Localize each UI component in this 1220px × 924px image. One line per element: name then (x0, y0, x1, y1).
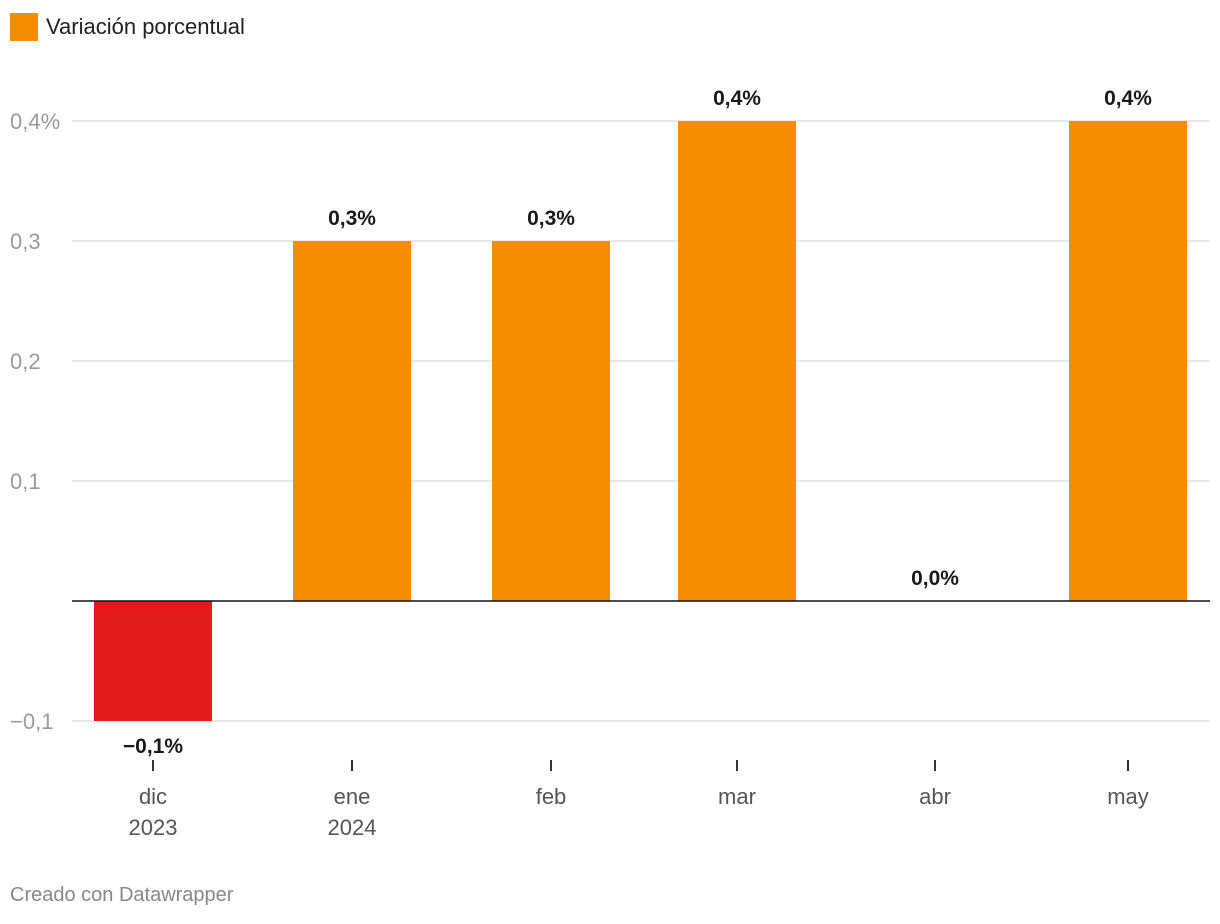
x-tick-label: abr (919, 784, 951, 809)
x-tick-label: 2024 (328, 815, 377, 840)
x-tick-label: 2023 (129, 815, 178, 840)
y-tick-label: 0,1 (10, 469, 41, 494)
data-label: −0,1% (123, 735, 183, 758)
bar (94, 601, 212, 721)
legend-label: Variación porcentual (46, 14, 245, 39)
legend: Variación porcentual (10, 12, 245, 42)
y-tick-label: 0,4% (10, 109, 60, 134)
data-label: 0,3% (527, 207, 575, 230)
bar (1069, 121, 1187, 601)
data-label: 0,0% (911, 567, 959, 590)
x-tick-label: mar (718, 784, 756, 809)
credit-footer: Creado con Datawrapper (10, 884, 234, 906)
x-tick-label: ene (334, 784, 371, 809)
x-tick-label: may (1107, 784, 1149, 809)
data-label: 0,4% (713, 87, 761, 110)
x-tick-label: dic (139, 784, 167, 809)
x-tick-label: feb (536, 784, 567, 809)
bar (492, 241, 610, 601)
y-tick-label: 0,3 (10, 229, 41, 254)
y-tick-label: 0,2 (10, 349, 41, 374)
bar (293, 241, 411, 601)
data-label: 0,3% (328, 207, 376, 230)
bar (678, 121, 796, 601)
y-tick-label: −0,1 (10, 709, 53, 734)
legend-swatch (10, 13, 38, 41)
data-label: 0,4% (1104, 87, 1152, 110)
